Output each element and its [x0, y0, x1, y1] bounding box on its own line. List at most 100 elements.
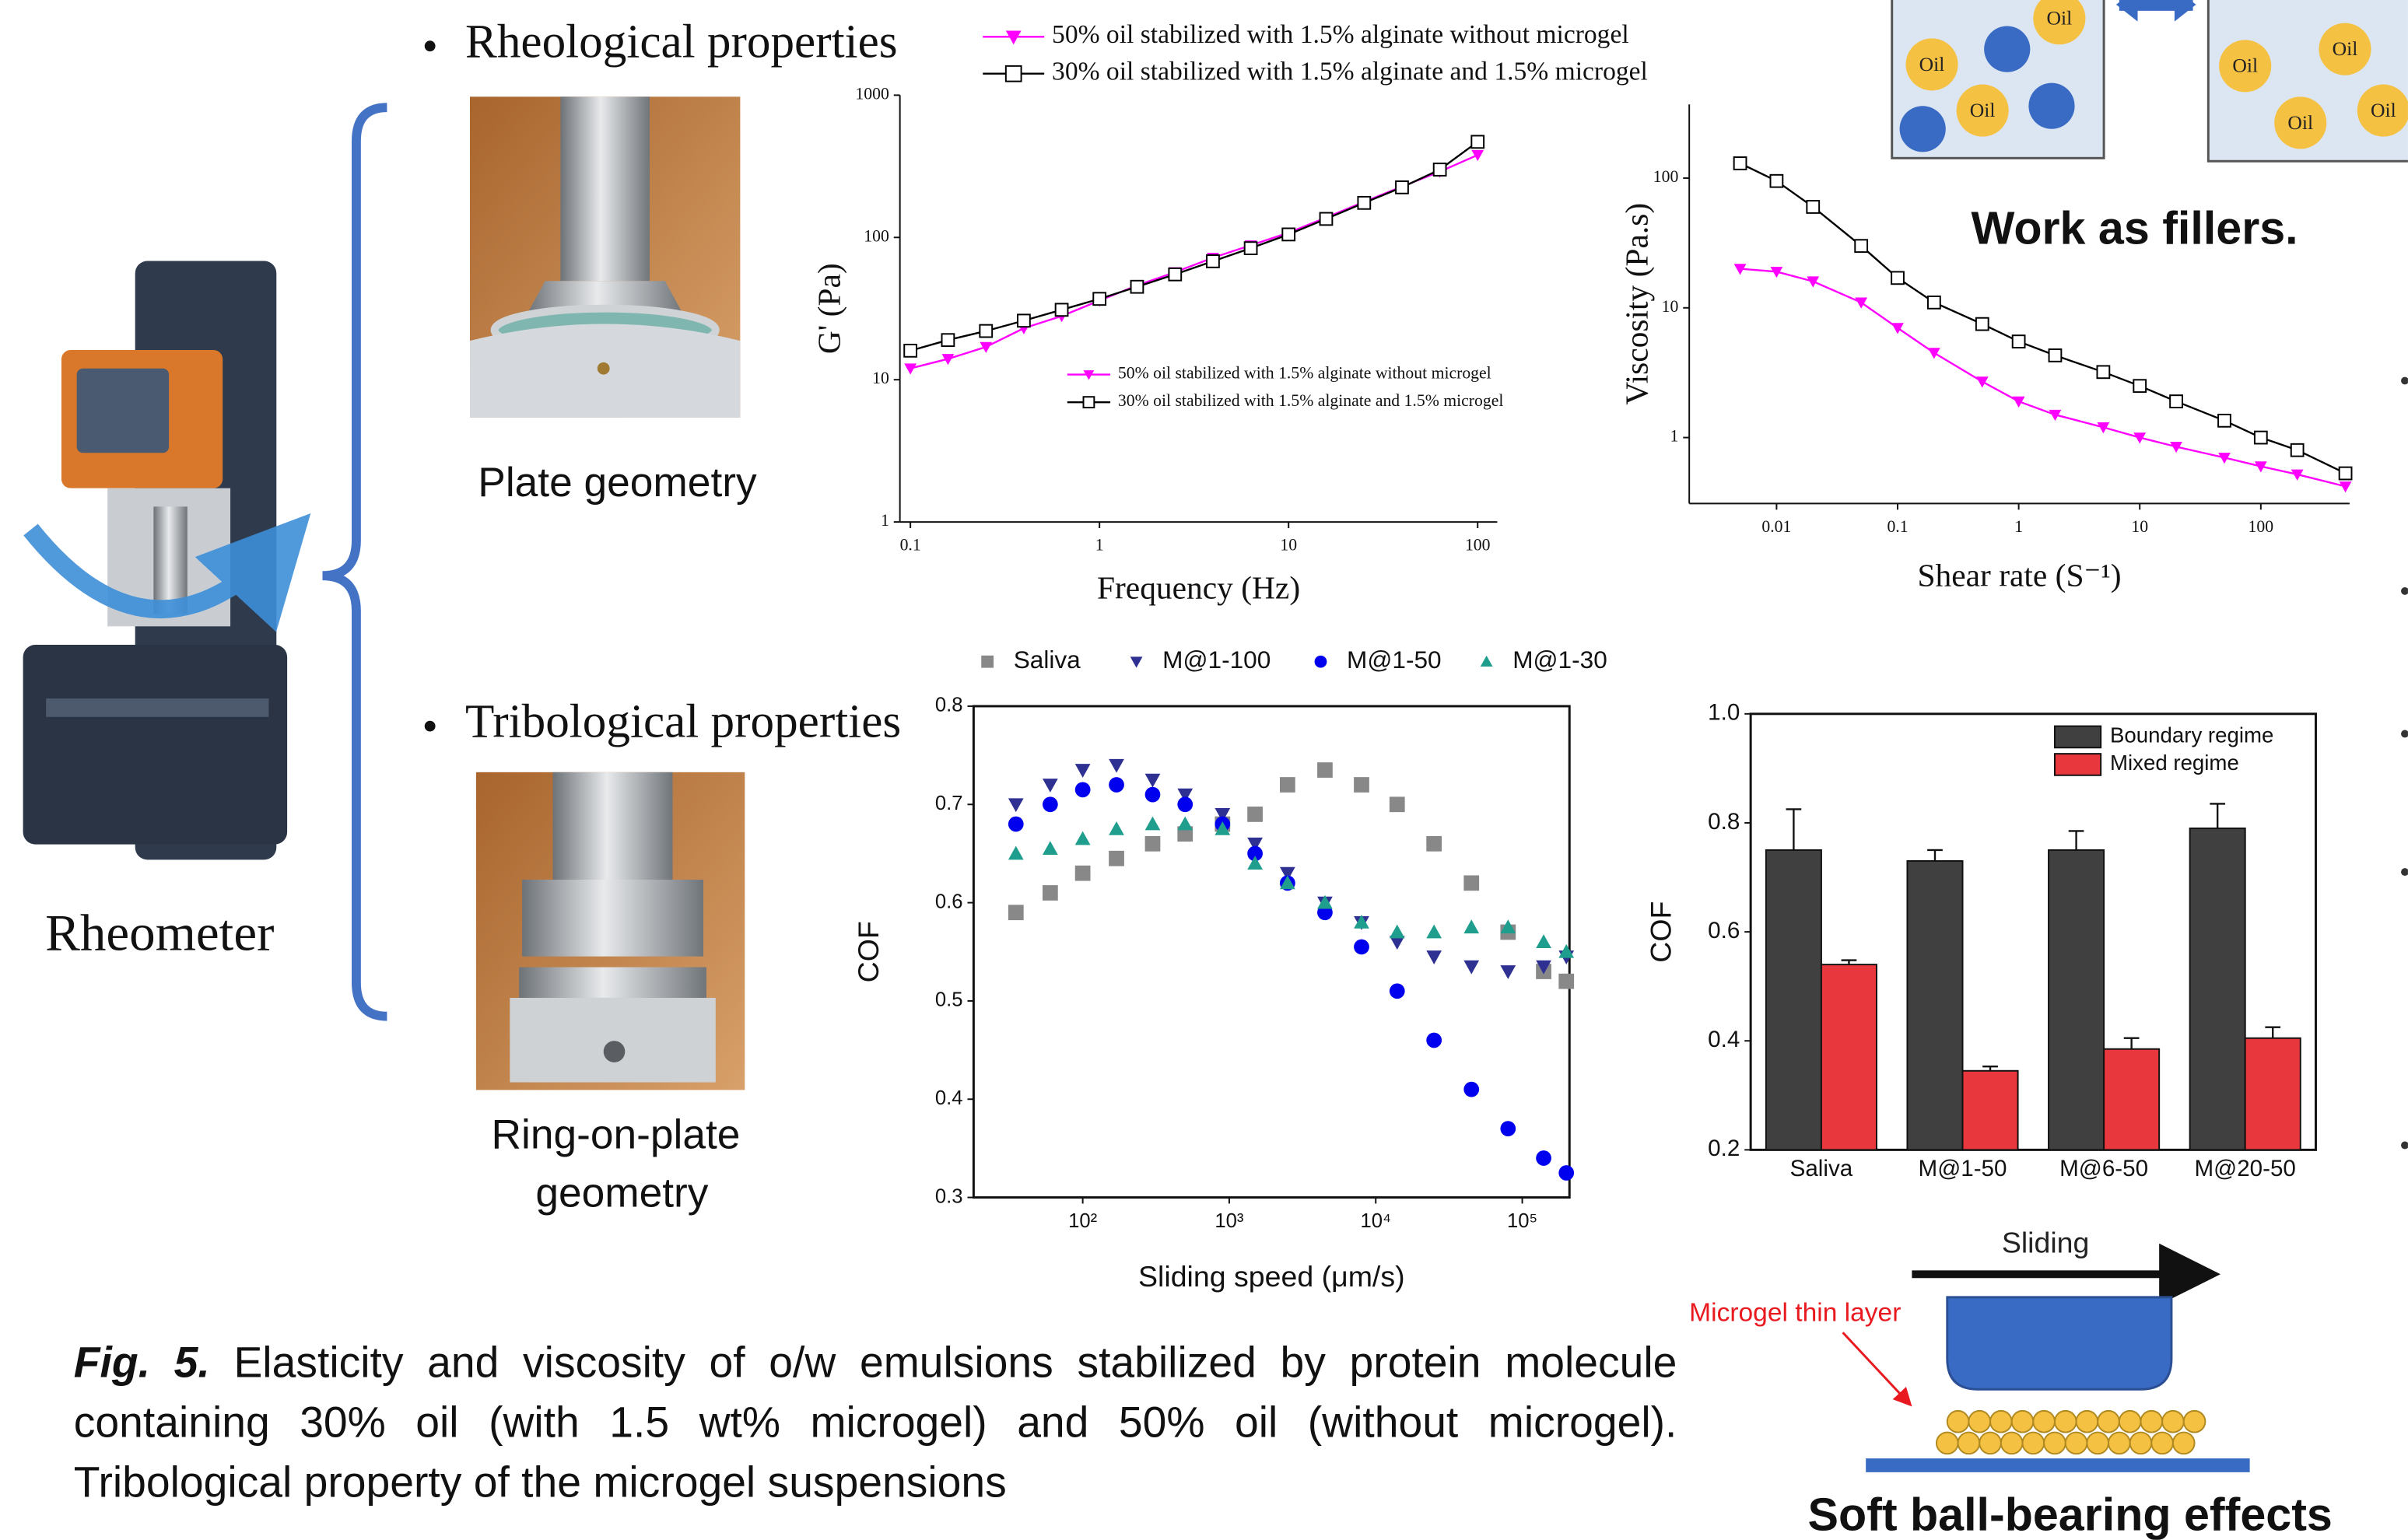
marker: [1145, 774, 1161, 788]
marker: [1008, 846, 1024, 860]
marker: [1976, 318, 1989, 331]
legend-label: 30% oil stabilized with 1.5% alginate an…: [1052, 57, 1648, 86]
bullet: [425, 721, 436, 732]
x-tick-label: Saliva: [1790, 1156, 1853, 1181]
figure-caption: Fig. 5. Elasticity and viscosity of o/w …: [74, 1332, 1677, 1512]
marker: [2049, 349, 2062, 362]
x-axis-title: Shear rate (S⁻¹): [1917, 558, 2121, 594]
legend-marker: [981, 656, 994, 668]
page: {"labels": {"rheological": "Rheological …: [0, 0, 2408, 1540]
plot-frame: [973, 706, 1569, 1198]
bar: [2104, 1049, 2159, 1150]
bar: [1821, 964, 1877, 1150]
figure: Rheometer Rheological properties Tribolo…: [0, 0, 2408, 1540]
filler-diagram: [1892, 0, 2408, 161]
photo-caption: Ring-on-plate: [492, 1112, 741, 1158]
marker: [1928, 296, 1940, 309]
marker: [1855, 298, 1867, 309]
x-tick-label: 10²: [1068, 1210, 1098, 1232]
x-tick-label: 10³: [1215, 1210, 1244, 1232]
legend-marker: [1084, 397, 1095, 408]
error-bar: [2265, 1027, 2280, 1038]
x-tick-label: 10⁴: [1360, 1210, 1391, 1232]
marker: [1075, 866, 1091, 881]
marker: [1807, 276, 1819, 287]
marker: [1463, 875, 1479, 891]
diagram-label: Microgel thin layer: [1689, 1298, 1901, 1327]
rheometer-image: [23, 261, 287, 860]
bar: [1907, 861, 1962, 1150]
plate-photo: [470, 96, 740, 418]
marker: [1282, 229, 1295, 241]
error-bar: [1786, 809, 1802, 850]
marker: [1426, 836, 1442, 852]
legend-label: 50% oil stabilized with 1.5% alginate wi…: [1118, 364, 1491, 383]
marker: [2255, 432, 2267, 444]
ball: [1947, 1297, 2171, 1389]
legend-marker: [1130, 656, 1143, 667]
oil-label: Oil: [1970, 99, 1996, 121]
marker: [1043, 841, 1058, 855]
marker: [1075, 782, 1091, 797]
figure-canvas: Rheometer Rheological properties Tribolo…: [0, 0, 2408, 1540]
y-tick-label: 0.6: [935, 891, 963, 912]
y-axis-title: COF: [1645, 901, 1677, 963]
marker: [2291, 444, 2304, 457]
legend-marker: [1006, 66, 1022, 82]
marker: [1354, 777, 1369, 793]
legend-label: 50% oil stabilized with 1.5% alginate wi…: [1052, 20, 1629, 49]
marker: [1320, 213, 1333, 226]
marker: [1056, 303, 1068, 316]
x-axis-title: Frequency (Hz): [1097, 569, 1300, 606]
x-tick-label: 0.01: [1761, 517, 1791, 536]
marker: [1247, 807, 1263, 822]
marker: [1354, 940, 1369, 955]
marker: [1734, 157, 1747, 170]
marker: [1145, 787, 1161, 803]
series-line: [910, 142, 1477, 351]
marker: [1207, 255, 1219, 268]
y-axis-title: Viscosity (Pa.s): [1619, 203, 1656, 405]
marker: [1145, 817, 1161, 831]
x-tick-label: 100: [2249, 517, 2274, 536]
oil-label: Oil: [2371, 99, 2396, 121]
marker: [1245, 242, 1257, 254]
marker: [1434, 163, 1446, 176]
error-bar: [1927, 850, 1943, 861]
y-tick-label: 0.2: [1708, 1136, 1740, 1161]
y-tick-label: 0.7: [935, 793, 963, 814]
legend-label: 30% oil stabilized with 1.5% alginate an…: [1118, 391, 1503, 410]
y-tick-label: 0.8: [935, 695, 963, 716]
x-tick-label: 10: [2131, 517, 2148, 536]
marker: [904, 363, 917, 374]
marker: [1008, 905, 1024, 920]
bar: [1963, 1071, 2018, 1150]
series-line: [910, 155, 1477, 368]
error-bar: [2069, 831, 2084, 850]
y-tick-label: 1: [1670, 427, 1679, 446]
bar: [2245, 1038, 2301, 1150]
diagram-label: Sliding: [2002, 1227, 2090, 1259]
marker: [1426, 950, 1442, 964]
bar: [2190, 828, 2245, 1150]
marker: [1008, 798, 1024, 812]
legend-label: M@1-100: [1162, 646, 1271, 674]
marker: [1928, 348, 1940, 359]
x-tick-label: 0.1: [1887, 517, 1908, 536]
marker: [1807, 201, 1819, 213]
marker: [1169, 268, 1181, 281]
y-tick-label: 0.8: [1708, 809, 1740, 835]
y-tick-label: 0.6: [1708, 918, 1740, 943]
y-tick-label: 100: [1653, 167, 1679, 186]
y-tick-label: 1: [881, 511, 889, 530]
marker: [1891, 271, 1904, 284]
legend-label: Mixed regime: [2110, 751, 2239, 775]
photo-caption: Plate geometry: [478, 460, 757, 506]
marker: [1109, 851, 1124, 866]
x-tick-label: 10⁵: [1507, 1210, 1537, 1232]
marker: [1558, 974, 1574, 989]
oil-label: Oil: [2287, 111, 2313, 134]
legend-label: Saliva: [1014, 646, 1081, 674]
legend-label: M@1-50: [1347, 646, 1442, 674]
marker: [904, 345, 917, 357]
